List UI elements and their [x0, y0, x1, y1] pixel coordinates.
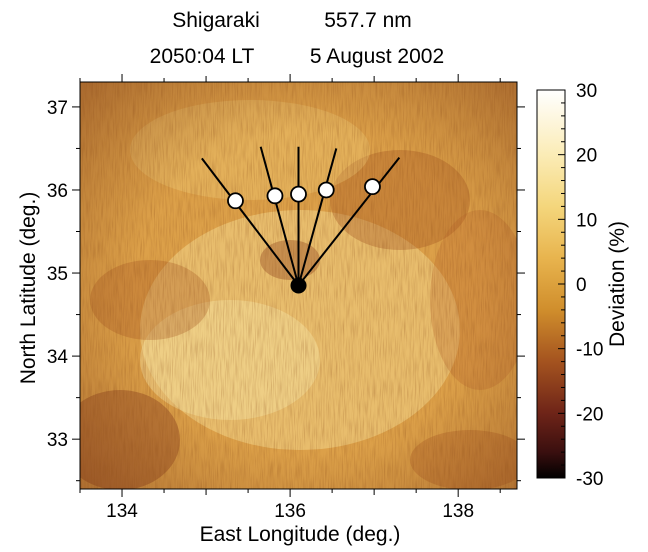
colorbar-tick-label: 30 [576, 81, 597, 102]
radar-beam-overlay [201, 146, 401, 294]
x-tick-label: 134 [106, 501, 138, 522]
y-tick-label: 37 [47, 98, 68, 119]
colorbar-tick-label: -20 [576, 404, 603, 425]
deviation-heatmap [80, 82, 517, 489]
colorbar-label: Deviation (%) [606, 221, 629, 347]
beam-point-marker [317, 181, 335, 199]
colorbar-tick-label: 10 [576, 210, 597, 231]
colorbar-ticks: -30 -20 -10 0 10 20 30 [558, 81, 603, 490]
figure-title: Shigaraki 557.7 nm 2050:04 LT 5 August 2… [150, 9, 445, 68]
beam-point-marker [227, 192, 244, 210]
beam-line [259, 146, 300, 286]
title-local-time: 2050:04 LT [150, 45, 255, 68]
beam-line [297, 148, 338, 286]
title-date: 5 August 2002 [310, 45, 444, 68]
y-axis-ticks: 33 34 35 36 37 [47, 98, 525, 482]
y-tick-label: 36 [47, 181, 68, 202]
colorbar-tick-label: -30 [576, 469, 603, 490]
y-axis-label: North Latitude (deg.) [17, 192, 40, 385]
x-axis-ticks: 134 136 138 [79, 74, 501, 522]
beam-line [201, 157, 300, 287]
y-tick-label: 35 [47, 264, 68, 285]
colorbar-tick-label: -10 [576, 340, 603, 361]
colorbar: -30 -20 -10 0 10 20 30 Deviation (%) [536, 81, 629, 490]
beam-point-marker [290, 185, 307, 203]
colorbar-tick-label: 0 [576, 275, 587, 296]
beam-line [297, 156, 401, 287]
y-tick-label: 33 [47, 430, 68, 451]
x-tick-label: 136 [274, 501, 306, 522]
plot-frame [79, 81, 518, 490]
y-tick-label: 34 [47, 347, 69, 368]
beam-point-marker [266, 187, 284, 205]
x-axis-label: East Longitude (deg.) [200, 523, 401, 546]
title-site: Shigaraki [172, 9, 260, 32]
beam-point-marker [364, 178, 381, 196]
x-tick-label: 138 [442, 501, 474, 522]
colorbar-tick-label: 20 [576, 146, 597, 167]
station-marker [290, 277, 307, 294]
title-wavelength: 557.7 nm [324, 9, 412, 32]
